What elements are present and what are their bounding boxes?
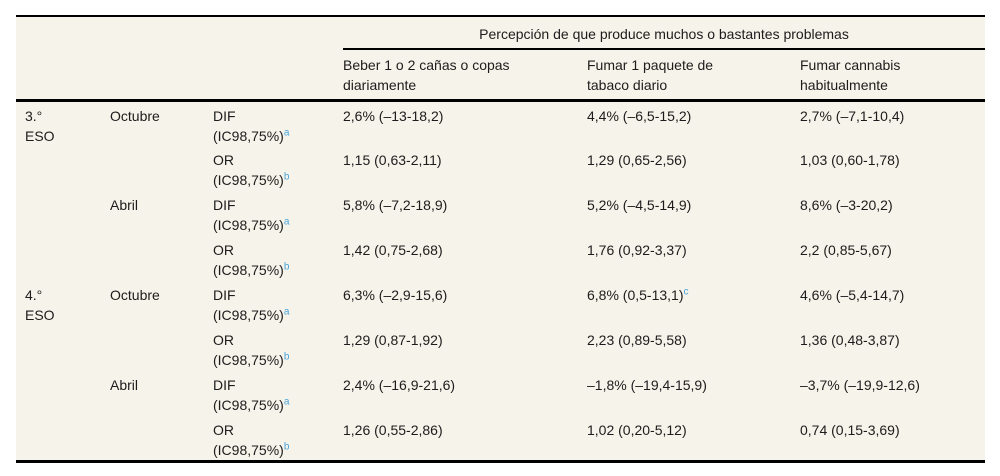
footnote-marker: a: [283, 306, 290, 318]
statistics-table: Percepción de que produce muchos o basta…: [16, 15, 986, 463]
measure-ci-label: (IC98,75%)a: [213, 396, 290, 413]
measure-ci-label: (IC98,75%)b: [213, 351, 290, 368]
grade-line: ESO: [25, 307, 55, 323]
footnote-marker: b: [283, 261, 290, 273]
column-header-cannabis: Fumar cannabis habitualmente: [800, 49, 986, 102]
measure-ci-label: (IC98,75%)b: [213, 171, 290, 188]
value-cell-cannabis: 0,74 (0,15-3,69): [800, 422, 900, 438]
empty-header-cell: [16, 49, 343, 102]
value-cell-cannabis: 4,6% (–5,4-14,7): [800, 287, 905, 303]
month-cell: Abril: [110, 197, 139, 213]
empty-header-cell: [16, 16, 343, 49]
measure-cell: DIF (IC98,75%)a: [213, 281, 343, 326]
footnote-marker: a: [283, 127, 290, 139]
grade-line: ESO: [25, 128, 55, 144]
spanner-header: Percepción de que produce muchos o basta…: [343, 16, 986, 50]
value-cell-cannabis: 1,36 (0,48-3,87): [800, 332, 900, 348]
grade-line: 4.°: [25, 287, 43, 303]
footnote-marker: a: [283, 396, 290, 408]
column-header-line: diariamente: [343, 77, 417, 93]
grade-cell: 3.° ESO: [16, 101, 110, 282]
month-cell: Octubre: [110, 287, 160, 303]
footnote-marker: b: [283, 351, 290, 363]
value-cell-tobacco: –1,8% (–19,4-15,9): [587, 377, 707, 393]
measure-cell: OR (IC98,75%)b: [213, 326, 343, 371]
column-header-tobacco: Fumar 1 paquete de tabaco diario: [587, 49, 800, 102]
month-cell: Octubre: [110, 108, 160, 124]
table-row: Abril DIF (IC98,75%)a 2,4% (–16,9-21,6) …: [16, 371, 985, 416]
month-cell: Abril: [110, 377, 139, 393]
table-row: 3.° ESO Octubre DIF (IC98,75%)a 2,6% (–1…: [16, 101, 985, 147]
measure-cell: OR (IC98,75%)b: [213, 146, 343, 191]
footnote-marker: b: [283, 441, 290, 453]
footnote-marker: b: [283, 171, 290, 183]
measure-ci-label: (IC98,75%)b: [213, 261, 290, 278]
value-cell-cannabis: 1,03 (0,60-1,78): [800, 152, 900, 168]
measure-cell: DIF (IC98,75%)a: [213, 101, 343, 147]
spanner-row: Percepción de que produce muchos o basta…: [16, 16, 986, 50]
value-cell-alcohol: 1,42 (0,75-2,68): [343, 242, 443, 258]
table-row: 4.° ESO Octubre DIF (IC98,75%)a 6,3% (–2…: [16, 281, 985, 326]
column-header-line: Beber 1 o 2 cañas o copas: [343, 57, 510, 73]
value-cell-alcohol: 2,6% (–13-18,2): [343, 108, 444, 124]
column-header-row: Beber 1 o 2 cañas o copas diariamente Fu…: [16, 49, 986, 102]
table-row: OR (IC98,75%)b 1,29 (0,87-1,92) 2,23 (0,…: [16, 326, 985, 371]
value-cell-cannabis: 2,7% (–7,1-10,4): [800, 108, 905, 124]
value-cell-cannabis: –3,7% (–19,9-12,6): [800, 377, 920, 393]
column-header-line: tabaco diario: [587, 77, 668, 93]
grade-line: 3.°: [25, 108, 43, 124]
column-header-line: Fumar 1 paquete de: [587, 57, 714, 73]
value-cell-cannabis: 2,2 (0,85-5,67): [800, 242, 892, 258]
footnote-marker: a: [283, 216, 290, 228]
column-header-line: Fumar cannabis: [800, 57, 901, 73]
measure-label: DIF: [213, 108, 236, 124]
footnote-marker: c: [683, 286, 689, 298]
measure-label: OR: [213, 242, 234, 258]
column-header-alcohol: Beber 1 o 2 cañas o copas diariamente: [343, 49, 587, 102]
measure-label: DIF: [213, 197, 236, 213]
table-row: OR (IC98,75%)b 1,42 (0,75-2,68) 1,76 (0,…: [16, 236, 985, 281]
measure-cell: DIF (IC98,75%)a: [213, 371, 343, 416]
measure-cell: DIF (IC98,75%)a: [213, 191, 343, 236]
measure-ci-label: (IC98,75%)a: [213, 306, 290, 323]
table-row: OR (IC98,75%)b 1,26 (0,55-2,86) 1,02 (0,…: [16, 416, 985, 462]
table-row: OR (IC98,75%)b 1,15 (0,63-2,11) 1,29 (0,…: [16, 146, 985, 191]
measure-ci-label: (IC98,75%)a: [213, 127, 290, 144]
value-cell-tobacco: 2,23 (0,89-5,58): [587, 332, 687, 348]
measure-cell: OR (IC98,75%)b: [213, 416, 343, 462]
value-cell-tobacco: 1,29 (0,65-2,56): [587, 152, 687, 168]
value-cell-tobacco: 4,4% (–6,5-15,2): [587, 108, 692, 124]
measure-label: DIF: [213, 377, 236, 393]
value-cell-alcohol: 1,29 (0,87-1,92): [343, 332, 443, 348]
value-cell-alcohol: 2,4% (–16,9-21,6): [343, 377, 456, 393]
statistics-table-wrap: Percepción de que produce muchos o basta…: [16, 15, 986, 463]
value-cell-tobacco: 1,02 (0,20-5,12): [587, 422, 687, 438]
grade-cell: 4.° ESO: [16, 281, 110, 462]
value-cell-cannabis: 8,6% (–3-20,2): [800, 197, 893, 213]
table-row: Abril DIF (IC98,75%)a 5,8% (–7,2-18,9) 5…: [16, 191, 985, 236]
measure-label: OR: [213, 422, 234, 438]
value-cell-alcohol: 1,15 (0,63-2,11): [343, 152, 442, 168]
measure-label: DIF: [213, 287, 236, 303]
measure-ci-label: (IC98,75%)b: [213, 441, 290, 458]
value-cell-alcohol: 1,26 (0,55-2,86): [343, 422, 443, 438]
column-header-line: habitualmente: [800, 77, 888, 93]
value-cell-alcohol: 5,8% (–7,2-18,9): [343, 197, 448, 213]
value-cell-tobacco: 1,76 (0,92-3,37): [587, 242, 687, 258]
measure-cell: OR (IC98,75%)b: [213, 236, 343, 281]
value-cell-tobacco: 6,8% (0,5-13,1)c: [587, 286, 689, 303]
measure-ci-label: (IC98,75%)a: [213, 216, 290, 233]
measure-label: OR: [213, 152, 234, 168]
value-cell-alcohol: 6,3% (–2,9-15,6): [343, 287, 448, 303]
measure-label: OR: [213, 332, 234, 348]
value-cell-tobacco: 5,2% (–4,5-14,9): [587, 197, 692, 213]
